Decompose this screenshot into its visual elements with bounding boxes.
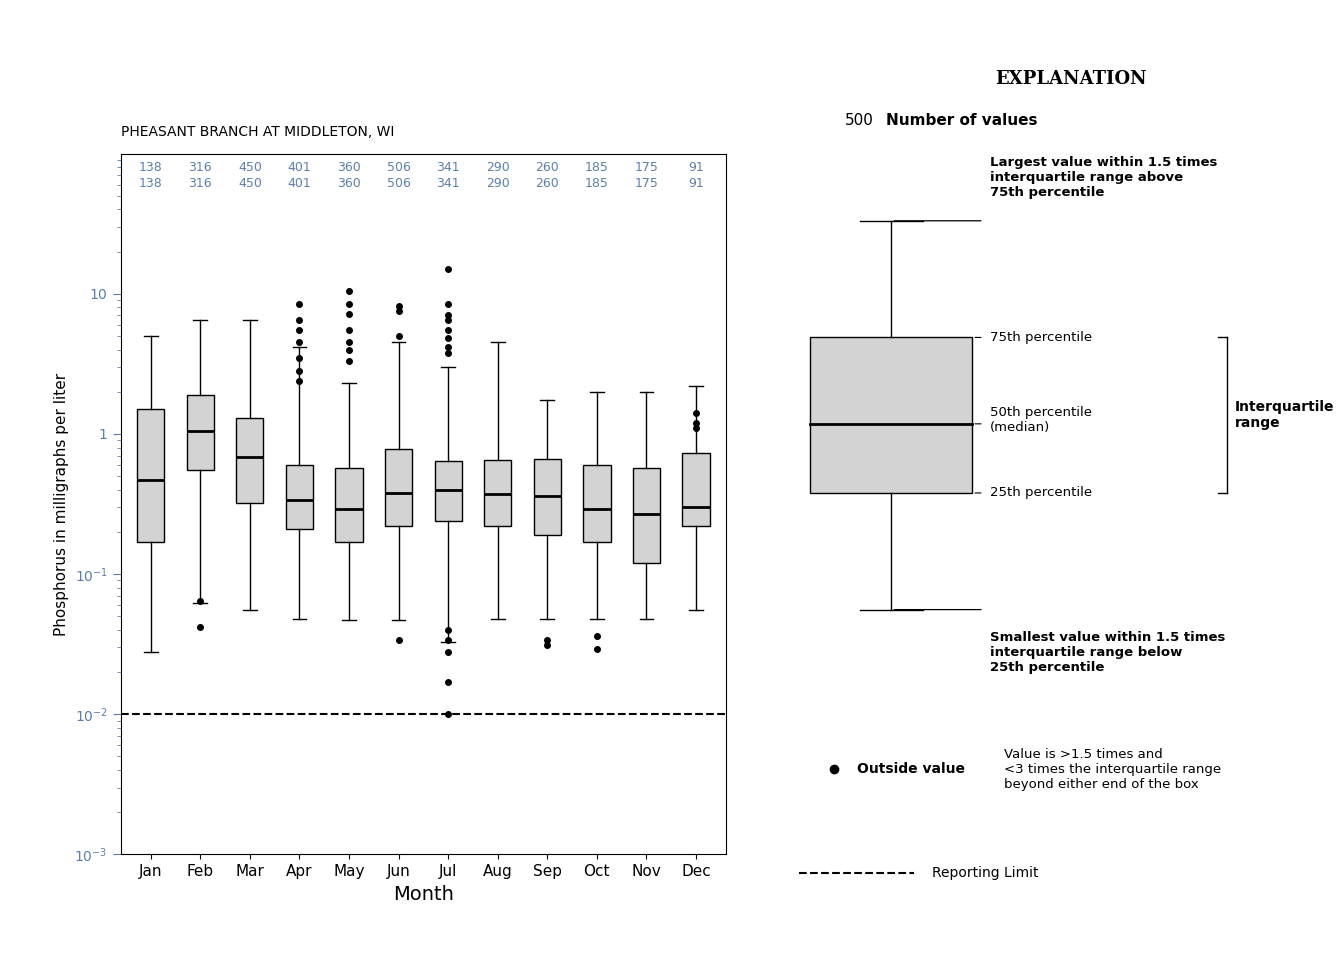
Text: 401: 401 — [288, 177, 312, 190]
Text: 138: 138 — [138, 177, 163, 190]
Text: Number of values: Number of values — [886, 112, 1038, 128]
Text: 260: 260 — [535, 177, 559, 190]
PathPatch shape — [583, 465, 610, 541]
Text: 185: 185 — [585, 160, 609, 174]
PathPatch shape — [683, 453, 710, 526]
PathPatch shape — [137, 409, 164, 541]
PathPatch shape — [434, 461, 462, 520]
Text: 91: 91 — [688, 177, 704, 190]
Polygon shape — [810, 337, 972, 492]
Text: 290: 290 — [485, 177, 509, 190]
Text: 401: 401 — [288, 160, 312, 174]
Text: 316: 316 — [188, 177, 212, 190]
PathPatch shape — [384, 449, 413, 526]
Text: 25th percentile: 25th percentile — [989, 487, 1091, 499]
Text: Reporting Limit: Reporting Limit — [931, 866, 1039, 880]
Text: 450: 450 — [238, 177, 262, 190]
Text: Smallest value within 1.5 times
interquartile range below
25th percentile: Smallest value within 1.5 times interqua… — [989, 632, 1224, 674]
Text: 290: 290 — [485, 160, 509, 174]
Text: 316: 316 — [188, 160, 212, 174]
Text: 360: 360 — [337, 177, 362, 190]
PathPatch shape — [633, 468, 660, 563]
PathPatch shape — [534, 459, 560, 535]
Text: 341: 341 — [437, 160, 460, 174]
X-axis label: Month: Month — [392, 885, 454, 903]
PathPatch shape — [336, 468, 363, 541]
Text: PHEASANT BRANCH AT MIDDLETON, WI: PHEASANT BRANCH AT MIDDLETON, WI — [121, 125, 394, 139]
Text: Interquartile
range: Interquartile range — [1235, 400, 1335, 430]
PathPatch shape — [484, 460, 511, 526]
Text: 91: 91 — [688, 160, 704, 174]
Text: 500: 500 — [845, 112, 874, 128]
Text: 341: 341 — [437, 177, 460, 190]
Text: 450: 450 — [238, 160, 262, 174]
Text: 50th percentile
(median): 50th percentile (median) — [989, 405, 1091, 434]
Text: 138: 138 — [138, 160, 163, 174]
Text: 506: 506 — [387, 160, 410, 174]
Text: 506: 506 — [387, 177, 410, 190]
Text: 185: 185 — [585, 177, 609, 190]
Text: EXPLANATION: EXPLANATION — [995, 69, 1146, 87]
Text: Outside value: Outside value — [856, 762, 965, 777]
Text: 360: 360 — [337, 160, 362, 174]
Text: 175: 175 — [634, 160, 659, 174]
Y-axis label: Phosphorus in milligraphs per liter: Phosphorus in milligraphs per liter — [54, 372, 69, 636]
Text: 75th percentile: 75th percentile — [989, 331, 1091, 344]
Text: 175: 175 — [634, 177, 659, 190]
PathPatch shape — [237, 418, 263, 503]
Text: 260: 260 — [535, 160, 559, 174]
Text: Value is >1.5 times and
<3 times the interquartile range
beyond either end of th: Value is >1.5 times and <3 times the int… — [1004, 748, 1222, 791]
PathPatch shape — [187, 395, 214, 470]
PathPatch shape — [286, 465, 313, 529]
Text: Largest value within 1.5 times
interquartile range above
75th percentile: Largest value within 1.5 times interquar… — [989, 156, 1216, 199]
